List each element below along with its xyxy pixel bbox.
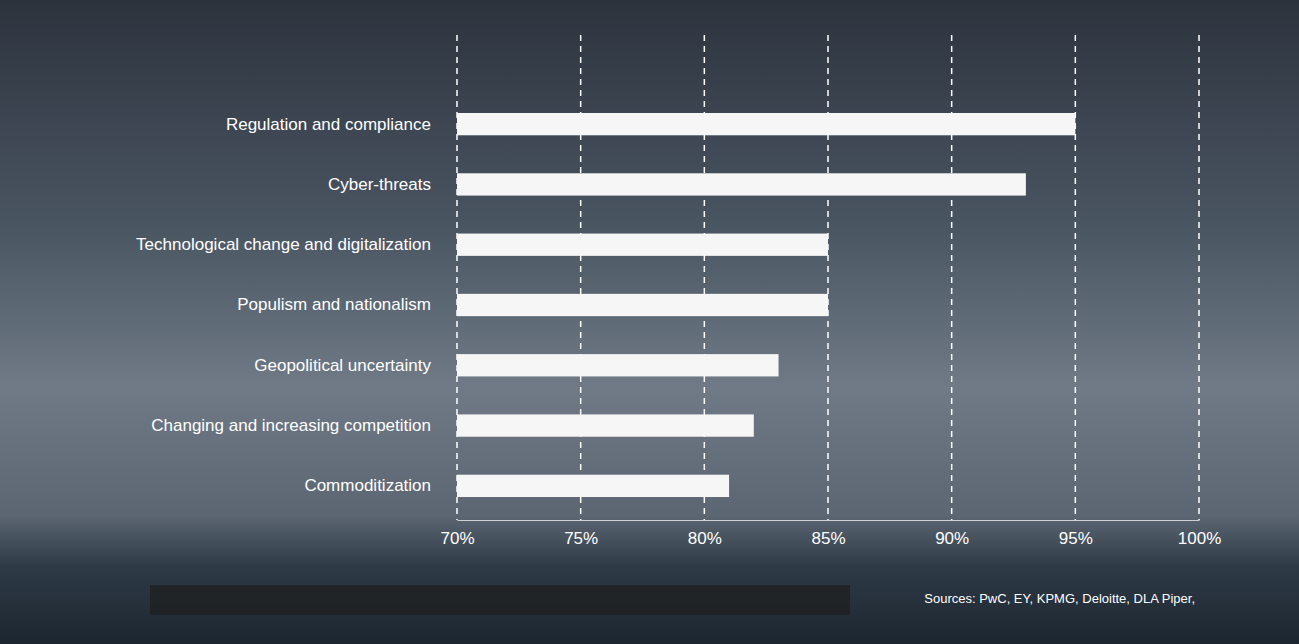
source-note: Sources: PwC, EY, KPMG, Deloitte, DLA Pi… xyxy=(924,591,1195,606)
grid-line xyxy=(1075,35,1077,520)
bar xyxy=(457,173,1026,195)
x-tick: 75% xyxy=(564,520,598,548)
x-tick-label: 80% xyxy=(688,529,722,548)
background xyxy=(0,0,1299,644)
pier xyxy=(150,585,850,615)
bar xyxy=(457,354,779,376)
bars xyxy=(457,113,1075,497)
y-tick: Commoditization xyxy=(304,476,457,495)
x-tick: 90% xyxy=(935,520,969,548)
x-tick-label: 85% xyxy=(811,529,845,548)
x-tick-label: 70% xyxy=(440,529,474,548)
grid-line xyxy=(951,35,953,520)
category-label: Geopolitical uncertainty xyxy=(254,356,431,375)
category-label: Technological change and digitalization xyxy=(136,235,431,254)
category-label: Regulation and compliance xyxy=(226,115,431,134)
grid-line xyxy=(456,35,458,520)
bar xyxy=(457,475,729,497)
x-tick: 80% xyxy=(688,520,722,548)
x-tick: 85% xyxy=(811,520,845,548)
y-tick: Populism and nationalism xyxy=(237,295,457,314)
y-axis: Regulation and compliance Cyber-threats Te… xyxy=(136,115,457,496)
grid-line xyxy=(827,35,829,520)
y-tick: Technological change and digitalization xyxy=(136,235,457,254)
grid xyxy=(457,35,1199,520)
x-tick-label: 100% xyxy=(1178,529,1221,548)
category-label: Populism and nationalism xyxy=(237,295,431,314)
y-tick: Geopolitical uncertainty xyxy=(254,356,457,375)
x-tick: 95% xyxy=(1059,520,1093,548)
y-tick: Cyber-threats xyxy=(328,175,457,194)
x-tick-label: 75% xyxy=(564,529,598,548)
grid-line xyxy=(704,35,706,520)
bar xyxy=(457,113,1075,135)
category-label: Commoditization xyxy=(304,476,431,495)
bar xyxy=(457,234,828,256)
bar xyxy=(457,414,754,436)
y-tick: Changing and increasing competition xyxy=(151,416,457,435)
grid-line xyxy=(1198,35,1200,520)
axis-line xyxy=(458,520,1200,521)
bar xyxy=(457,294,828,316)
x-tick-label: 90% xyxy=(935,529,969,548)
grid-line xyxy=(580,35,582,520)
x-tick: 100% xyxy=(1178,520,1221,548)
x-axis: 70% 75% 80% 85% 90% 95% 100% xyxy=(440,520,1221,548)
x-tick-label: 95% xyxy=(1059,529,1093,548)
y-tick: Regulation and compliance xyxy=(226,115,457,134)
chart: 70% 75% 80% 85% 90% 95% 100% Regulation and com… xyxy=(0,0,1299,644)
x-tick: 70% xyxy=(440,520,474,548)
category-label: Changing and increasing competition xyxy=(151,416,431,435)
category-label: Cyber-threats xyxy=(328,175,431,194)
